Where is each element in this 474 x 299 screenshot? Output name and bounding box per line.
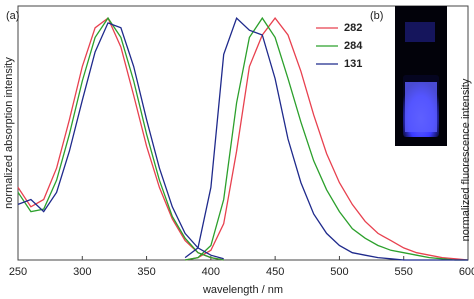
x-tick-label: 400	[202, 266, 220, 278]
line	[184, 16, 468, 261]
x-tick-label: 600	[459, 266, 474, 278]
panel-label: (b)	[370, 10, 383, 22]
x-tick-label: 500	[330, 266, 348, 278]
legend-label: 131	[344, 58, 362, 70]
x-tick-label: 250	[9, 266, 27, 278]
panel-label: (a)	[6, 10, 19, 22]
x-tick-label: 350	[137, 266, 155, 278]
line	[184, 17, 469, 261]
x-tick-label: 450	[266, 266, 284, 278]
y-axis-label: normalized absorption intensity	[3, 57, 15, 209]
line	[184, 16, 468, 261]
x-tick-label: 300	[73, 266, 91, 278]
inset-photo	[395, 6, 447, 146]
legend-label: 282	[344, 22, 362, 34]
line	[17, 22, 224, 260]
plot-frame	[17, 5, 469, 261]
x-tick-label: 550	[395, 266, 413, 278]
line	[17, 16, 224, 261]
x-axis-label: wavelength / nm	[202, 284, 283, 296]
legend-label: 284	[344, 40, 363, 52]
line	[17, 17, 224, 261]
y2-axis-label: normalized fluorescence intensity	[460, 78, 472, 241]
